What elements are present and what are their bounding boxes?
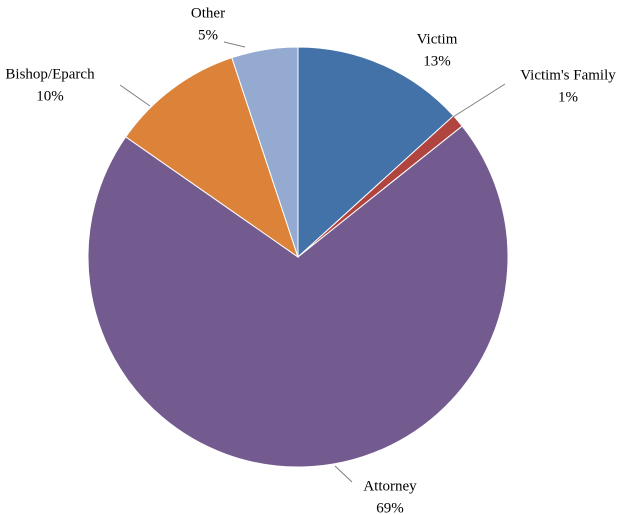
slice-value-label: 1% bbox=[558, 89, 578, 105]
slice-value-label: 69% bbox=[376, 500, 404, 514]
pie-slice bbox=[231, 46, 299, 258]
pie-slice bbox=[297, 46, 455, 259]
slice-value-label: 5% bbox=[198, 27, 218, 43]
slice-label: Victim bbox=[417, 31, 458, 47]
slice-label: Victim's Family bbox=[520, 67, 616, 83]
leader-line bbox=[334, 465, 353, 483]
pie-slice bbox=[87, 125, 509, 468]
slice-label: Bishop/Eparch bbox=[5, 66, 95, 82]
slice-value-label: 13% bbox=[423, 53, 451, 69]
slice-label: Attorney bbox=[363, 478, 417, 494]
leader-line bbox=[223, 41, 246, 48]
pie-slice bbox=[125, 57, 299, 259]
slice-label: Other bbox=[191, 5, 225, 21]
leader-line bbox=[452, 83, 506, 118]
leader-line bbox=[119, 84, 151, 107]
slice-value-label: 10% bbox=[36, 88, 64, 104]
